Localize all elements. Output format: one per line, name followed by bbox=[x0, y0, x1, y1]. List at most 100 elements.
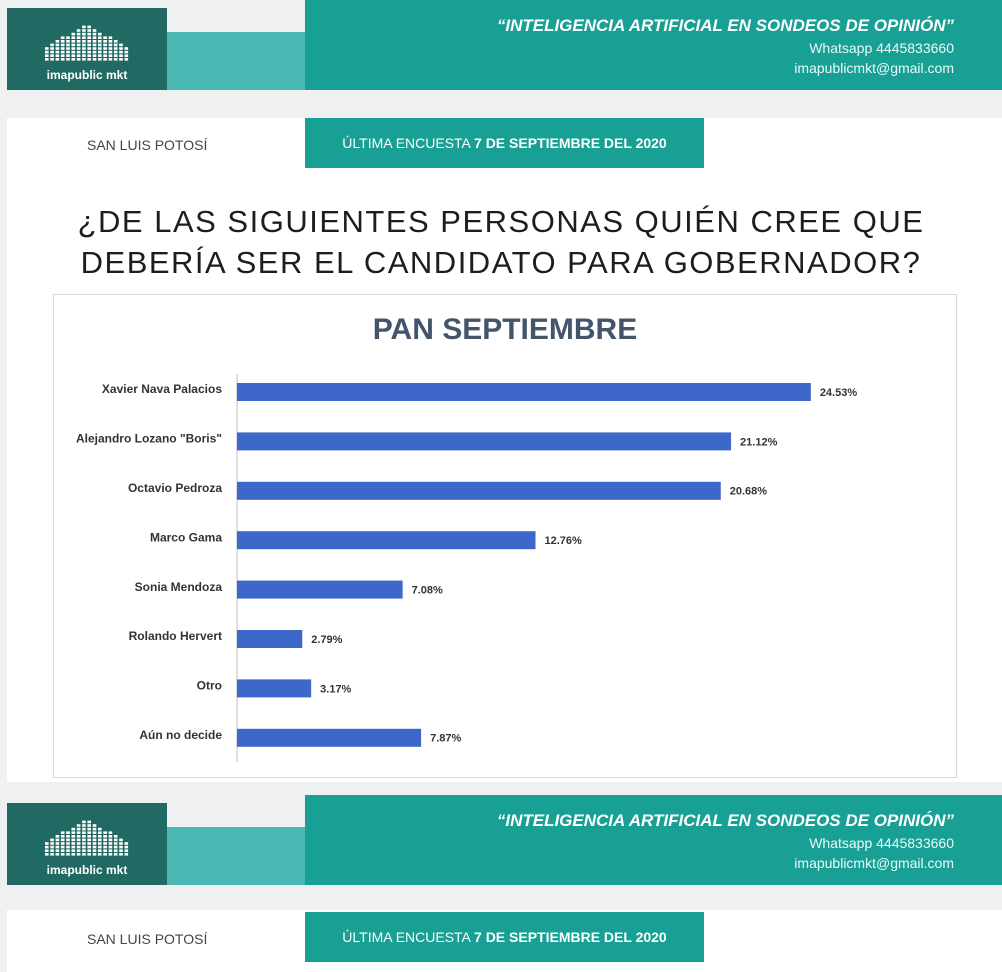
logo-pixel bbox=[66, 835, 70, 838]
logo-pixel bbox=[66, 58, 70, 61]
survey-label: ÚLTIMA ENCUESTA bbox=[342, 135, 471, 151]
logo-pixel bbox=[98, 36, 102, 39]
logo-pixel bbox=[92, 835, 97, 838]
category-label: Xavier Nava Palacios bbox=[102, 382, 222, 396]
logo-pixel bbox=[103, 835, 107, 838]
logo-pixel bbox=[76, 835, 81, 838]
value-label: 2.79% bbox=[311, 634, 342, 646]
question-line: DEBERÍA SER EL CANDIDATO PARA GOBERNADOR… bbox=[80, 245, 922, 280]
logo-pixel bbox=[103, 54, 107, 57]
bar bbox=[237, 630, 303, 648]
logo-pixel bbox=[66, 849, 70, 852]
logo-pixel bbox=[103, 849, 107, 852]
logo-pixel bbox=[76, 43, 81, 47]
logo-pixel bbox=[108, 43, 113, 47]
logo-pixel bbox=[108, 853, 113, 856]
logo-pixel bbox=[55, 838, 60, 842]
logo-pixel bbox=[82, 40, 86, 43]
logo-pixel bbox=[103, 36, 107, 39]
whatsapp: Whatsapp 4445833660 bbox=[809, 40, 954, 56]
logo-pixel bbox=[82, 853, 86, 856]
logo-pixel bbox=[60, 838, 65, 842]
logo-pixel bbox=[76, 58, 81, 61]
logo-pixel bbox=[50, 58, 54, 61]
logo-pixel bbox=[103, 40, 107, 43]
logo-pixel bbox=[71, 40, 76, 43]
logo-pixel bbox=[87, 36, 91, 39]
logo-pixel bbox=[50, 47, 54, 50]
logo-pixel bbox=[113, 54, 118, 57]
logo-pixel bbox=[55, 845, 60, 849]
logo-pixel bbox=[55, 50, 60, 54]
logo-pixel bbox=[87, 54, 91, 57]
logo-pixel bbox=[87, 50, 91, 54]
logo-pixel bbox=[66, 47, 70, 50]
logo-pixel bbox=[55, 40, 60, 43]
logo-pixel bbox=[82, 29, 86, 32]
logo-pixel bbox=[55, 58, 60, 61]
banner: imapublic mkt “INTELIGENCIA ARTIFICIAL EN… bbox=[0, 795, 1002, 885]
logo-pixel bbox=[60, 43, 65, 47]
logo-pixel bbox=[113, 853, 118, 856]
logo-pixel bbox=[50, 842, 54, 845]
logo-pixel bbox=[98, 831, 102, 834]
logo-pixel bbox=[98, 835, 102, 838]
logo-pixel bbox=[108, 40, 113, 43]
logo-pixel bbox=[108, 831, 113, 834]
logo-pixel bbox=[82, 820, 86, 824]
logo-pixel bbox=[87, 40, 91, 43]
logo-pixel bbox=[45, 47, 49, 50]
logo-pixel bbox=[50, 50, 54, 54]
logo-pixel bbox=[103, 58, 107, 61]
logo-pixel bbox=[55, 43, 60, 47]
logo-pixel bbox=[71, 36, 76, 39]
logo-pixel bbox=[71, 32, 76, 36]
logo-pixel bbox=[119, 47, 123, 50]
logo-pixel bbox=[76, 36, 81, 39]
logo-pixel bbox=[87, 58, 91, 61]
chart-title: PAN SEPTIEMBRE bbox=[373, 313, 637, 346]
logo-pixel bbox=[119, 43, 123, 47]
survey-date: 7 DE SEPTIEMBRE DEL 2020 bbox=[474, 929, 667, 945]
accent-strip bbox=[167, 827, 305, 885]
logo-pixel bbox=[113, 842, 118, 845]
logo-pixel bbox=[71, 842, 76, 845]
logo-pixel bbox=[60, 36, 65, 39]
logo-pixel bbox=[124, 842, 129, 845]
logo-pixel bbox=[66, 831, 70, 834]
logo-pixel bbox=[71, 47, 76, 50]
survey-label: ÚLTIMA ENCUESTA bbox=[342, 929, 471, 945]
value-label: 3.17% bbox=[320, 683, 351, 695]
category-label: Aún no decide bbox=[139, 728, 222, 742]
logo-pixel bbox=[87, 845, 91, 849]
logo-pixel bbox=[108, 58, 113, 61]
logo-pixel bbox=[45, 849, 49, 852]
logo-pixel bbox=[55, 47, 60, 50]
logo-pixel bbox=[87, 827, 91, 831]
logo-icon bbox=[45, 25, 129, 61]
slogan: “INTELIGENCIA ARTIFICIAL EN SONDEOS DE O… bbox=[496, 811, 954, 830]
logo-pixel bbox=[92, 842, 97, 845]
logo-text: imapublic mkt bbox=[46, 863, 128, 877]
logo-pixel bbox=[92, 54, 97, 57]
logo-pixel bbox=[113, 845, 118, 849]
bar bbox=[237, 383, 811, 401]
logo-pixel bbox=[92, 845, 97, 849]
logo-pixel bbox=[119, 54, 123, 57]
logo-pixel bbox=[71, 845, 76, 849]
value-label: 7.87% bbox=[430, 733, 461, 745]
logo-pixel bbox=[92, 58, 97, 61]
logo-pixel bbox=[71, 838, 76, 842]
logo-pixel bbox=[50, 853, 54, 856]
logo-pixel bbox=[92, 853, 97, 856]
logo-pixel bbox=[82, 50, 86, 54]
logo-pixel bbox=[98, 838, 102, 842]
logo-pixel bbox=[98, 47, 102, 50]
logo-pixel bbox=[92, 36, 97, 39]
logo-pixel bbox=[124, 54, 129, 57]
logo-pixel bbox=[45, 54, 49, 57]
logo-pixel bbox=[124, 58, 129, 61]
logo-pixel bbox=[76, 838, 81, 842]
banner-main: “INTELIGENCIA ARTIFICIAL EN SONDEOS DE O… bbox=[305, 795, 1002, 885]
logo-pixel bbox=[66, 54, 70, 57]
